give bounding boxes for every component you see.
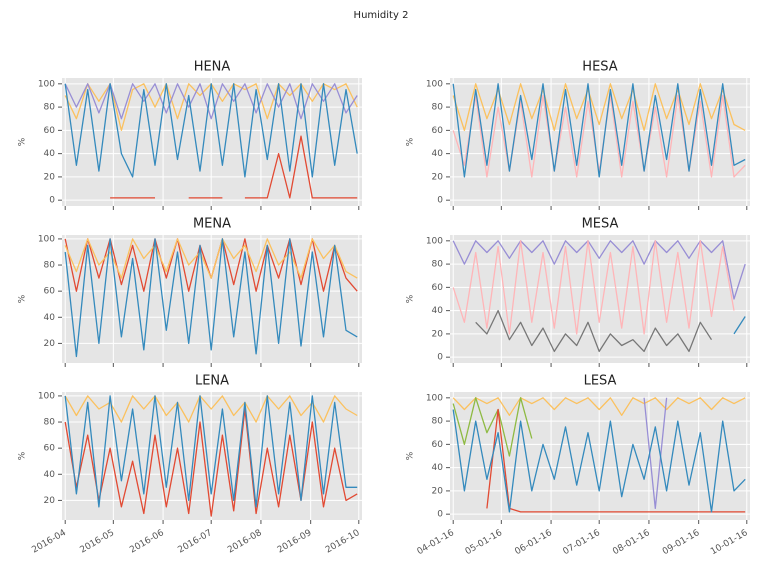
y-tick-label: 60 [44, 126, 56, 136]
y-tick-label: 20 [432, 486, 444, 496]
series-line [475, 309, 713, 353]
y-tick-label: 40 [432, 149, 444, 159]
y-axis-label: % [18, 294, 28, 303]
series-group [64, 395, 358, 517]
series-group [452, 240, 746, 353]
y-axis-label: % [406, 294, 416, 303]
y-tick-label: 100 [426, 393, 443, 403]
y-tick-label: 20 [44, 339, 56, 349]
y-tick-label: 100 [426, 236, 443, 246]
x-tick-label: 2016-05 [79, 528, 117, 555]
y-tick-label: 40 [44, 149, 56, 159]
y-tick-label: 0 [437, 196, 443, 206]
y-tick-label: 20 [44, 172, 56, 182]
series-line [64, 395, 358, 508]
series-line [452, 397, 746, 416]
y-tick-label: 0 [437, 510, 443, 520]
x-tick-label: 2016-10 [324, 528, 362, 556]
y-tick-label: 80 [44, 103, 56, 113]
plot-area [450, 392, 750, 520]
y-tick-label: 60 [432, 440, 444, 450]
series-line [244, 135, 358, 199]
series-line [64, 408, 358, 517]
y-tick-label: 80 [432, 103, 444, 113]
y-axis-label: % [406, 137, 416, 146]
series-line [452, 397, 533, 457]
plot-title: LENA [195, 374, 229, 389]
plot-title: MENA [193, 217, 231, 232]
series-group [64, 238, 358, 358]
y-tick-label: 60 [44, 444, 56, 454]
series-line [733, 316, 746, 335]
series-group [452, 397, 746, 513]
y-tick-label: 60 [432, 283, 444, 293]
y-tick-label: 60 [44, 287, 56, 297]
y-tick-label: 20 [432, 172, 444, 182]
y-tick-label: 20 [432, 329, 444, 339]
y-tick-label: 40 [44, 313, 56, 323]
plot-title: LESA [584, 374, 617, 389]
plot-area [450, 235, 750, 363]
y-tick-label: 0 [49, 196, 55, 206]
x-tick-label: 04-01-16 [416, 528, 457, 557]
series-line [452, 83, 746, 132]
x-tick-label: 2016-06 [128, 528, 166, 556]
series-line [452, 83, 746, 178]
series-line [452, 240, 735, 335]
series-line [452, 240, 746, 300]
y-tick-label: 80 [432, 417, 444, 427]
plot-title: HESA [582, 60, 617, 75]
x-tick-label: 2016-07 [176, 528, 214, 555]
x-tick-label: 09-01-16 [661, 528, 702, 557]
y-tick-label: 80 [44, 261, 56, 271]
x-tick-label: 2016-09 [276, 528, 314, 556]
y-axis-label: % [18, 137, 28, 146]
series-line [64, 238, 358, 279]
x-tick-label: 07-01-16 [562, 528, 603, 557]
y-tick-label: 40 [44, 470, 56, 480]
series-line [64, 83, 358, 120]
series-group [452, 83, 746, 178]
y-tick-label: 40 [432, 463, 444, 473]
x-tick-label: 08-01-16 [611, 528, 652, 557]
y-tick-label: 80 [44, 418, 56, 428]
y-tick-label: 100 [38, 79, 55, 89]
x-tick-label: 2016-08 [226, 528, 264, 556]
plot-title: MESA [582, 217, 619, 232]
y-axis-label: % [406, 451, 416, 460]
y-tick-label: 0 [437, 353, 443, 363]
y-tick-label: 100 [38, 391, 55, 401]
plot-title: HENA [194, 60, 231, 75]
y-tick-label: 80 [432, 260, 444, 270]
series-line [64, 395, 358, 423]
series-line [486, 408, 746, 513]
x-tick-label: 2016-04 [30, 528, 68, 556]
series-line [64, 238, 358, 358]
x-tick-label: 05-01-16 [464, 528, 505, 557]
y-tick-label: 100 [426, 79, 443, 89]
figure-title: Humidity 2 [354, 10, 409, 21]
x-tick-label: 06-01-16 [513, 528, 554, 557]
x-tick-label: 10-01-16 [709, 528, 750, 557]
y-tick-label: 100 [38, 234, 55, 244]
series-line [452, 94, 746, 178]
y-tick-label: 60 [432, 126, 444, 136]
series-line [452, 409, 746, 513]
y-axis-label: % [18, 451, 28, 460]
series-line [643, 397, 668, 510]
y-tick-label: 40 [432, 306, 444, 316]
series-group [64, 83, 358, 199]
series-line [64, 83, 358, 178]
y-tick-label: 20 [44, 496, 56, 506]
